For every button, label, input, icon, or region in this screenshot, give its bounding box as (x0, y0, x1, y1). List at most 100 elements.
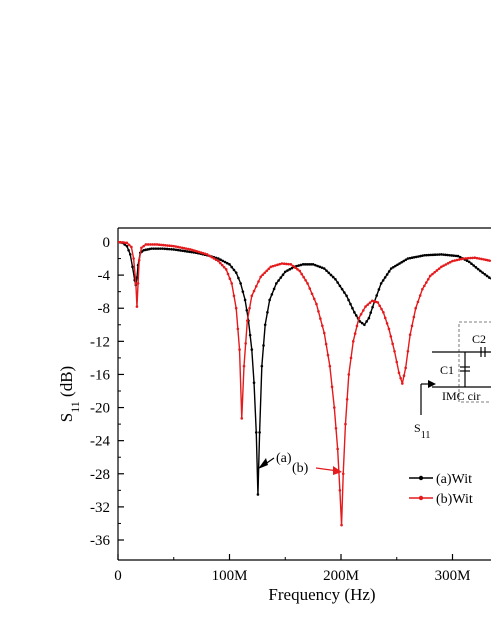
series-b-point (404, 366, 407, 370)
series-a-point (161, 247, 164, 250)
series-b-point (399, 376, 402, 380)
inset-label-s11-sub: 11 (421, 430, 431, 441)
series-b-point (291, 264, 295, 268)
series-a-point (410, 256, 414, 260)
series-b-point (310, 292, 314, 296)
series-b-point (199, 251, 203, 254)
series-a-point (379, 282, 383, 285)
series-a-point (159, 247, 162, 250)
legend-label-a: (a)Wit (436, 472, 472, 487)
series-b-point (170, 244, 173, 248)
series-a-point (307, 263, 311, 266)
series-a-point (488, 276, 491, 279)
annotation-b-label: (b) (292, 461, 309, 476)
series-b-point (172, 244, 176, 248)
series-a-point (170, 247, 173, 251)
series-b-point (408, 333, 412, 337)
series-b-point (364, 305, 367, 308)
series-b-point (315, 302, 318, 306)
series-a-point (181, 249, 184, 253)
series-b-point (426, 277, 430, 281)
series-b-point (159, 243, 163, 247)
series-a-point (476, 267, 480, 271)
series-b-point (368, 301, 372, 305)
series-b-point (428, 274, 432, 278)
series-b-point (321, 324, 324, 328)
series-b-point (214, 258, 218, 262)
series-b-point (136, 282, 140, 285)
series-b-point (236, 327, 240, 331)
series-a-point (340, 287, 344, 291)
series-b-point (366, 303, 370, 306)
series-b-point (132, 257, 135, 260)
series-b-point (146, 243, 150, 246)
series-b-point (308, 287, 312, 290)
series-a-point (442, 253, 445, 256)
series-b-point (187, 247, 190, 251)
series-a-point (183, 249, 187, 253)
series-b-point (130, 245, 133, 249)
series-a-point (263, 323, 267, 327)
series-b-point (144, 243, 148, 246)
series-b-point (378, 304, 381, 308)
series-a-point (172, 248, 176, 251)
series-b-point (410, 324, 414, 328)
series-b-point (238, 348, 241, 351)
series-a-point (446, 253, 449, 257)
series-a-point (383, 276, 387, 279)
y-tick-label: -36 (90, 533, 110, 549)
series-b-point (345, 397, 349, 401)
series-b-point (174, 245, 178, 248)
series-a-point (123, 243, 126, 246)
series-b-point (219, 261, 222, 265)
series-b-point (118, 240, 122, 244)
legend-entry-a: (a)Wit (409, 472, 472, 487)
annotation-a: (a) (258, 451, 292, 469)
inset-label-c2: C2 (472, 332, 486, 346)
series-b-point (440, 265, 443, 269)
series-b-point (333, 406, 336, 409)
y-axis-label: S11 (dB) (57, 366, 82, 422)
series-a-point (254, 431, 258, 434)
legend: (a)Wit (b)Wit (409, 472, 473, 507)
series-a-point (351, 306, 354, 310)
series-a-point (314, 263, 317, 267)
series-b-point (195, 250, 199, 253)
series-b-point (287, 262, 290, 266)
series-a-point (385, 273, 389, 276)
series-a-point (241, 290, 245, 293)
series-b-point (306, 282, 309, 285)
series-b-point (244, 342, 247, 345)
series-b-point (385, 322, 389, 325)
series-a-point (336, 281, 339, 284)
series-b-point (475, 256, 479, 260)
series-b-point (228, 277, 232, 281)
series-b-point (232, 294, 236, 298)
series-a-point (320, 266, 324, 269)
series-a-point (270, 293, 274, 296)
series-a-point (288, 268, 292, 271)
series-a-point (250, 348, 254, 351)
series-a-point (309, 263, 313, 266)
series-b-point (234, 306, 238, 310)
series-b-point (201, 251, 205, 255)
series-b-point (442, 264, 445, 267)
series-b-point (296, 268, 299, 271)
series-b-point (137, 258, 141, 262)
s11-port-arrowhead (428, 380, 436, 388)
y-tick-label: -24 (90, 434, 110, 450)
series-b-point (382, 311, 385, 314)
series-a-point (146, 248, 149, 251)
series-b-point (340, 523, 343, 527)
series-b-point (121, 241, 124, 244)
series-a-point (286, 269, 289, 272)
series-b-point (164, 244, 167, 247)
series-b-point (406, 349, 410, 353)
series-a-point (165, 247, 169, 251)
series-a-point (334, 277, 337, 281)
series-a-point (225, 261, 229, 265)
series-a-point (389, 267, 393, 270)
series-b-point (344, 422, 347, 426)
series-a-point (404, 258, 408, 262)
series-b-point (189, 248, 192, 251)
